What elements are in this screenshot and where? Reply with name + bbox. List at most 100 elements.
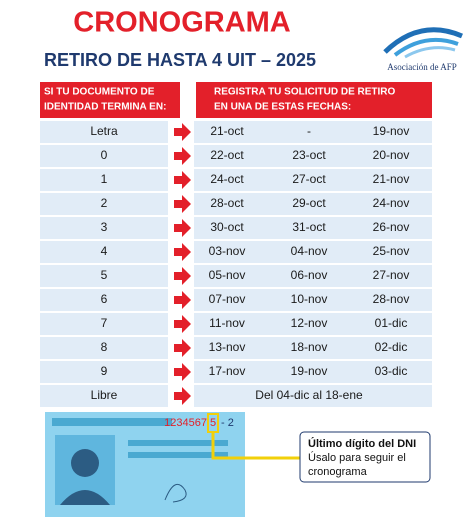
dates-cell	[194, 145, 432, 167]
digit: 5	[101, 268, 108, 282]
table: SI TU DOCUMENTO DE IDENTIDAD TERMINA EN: R…	[40, 87, 432, 407]
logo-arc	[393, 37, 459, 57]
digit: Letra	[90, 124, 118, 138]
dates-cell	[194, 193, 432, 215]
digit-cell	[40, 217, 168, 239]
dates-cell	[194, 337, 432, 359]
date: 28-nov	[373, 292, 410, 306]
digit: 1	[101, 172, 108, 186]
digit-cell	[40, 337, 168, 359]
photo-head	[71, 449, 99, 477]
date: 19-nov	[373, 124, 410, 138]
dates-cell	[194, 385, 432, 407]
digit-cell	[40, 289, 168, 311]
date: 29-oct	[292, 196, 326, 210]
left-header-text: SI TU DOCUMENTO DE	[44, 87, 155, 98]
left-header	[40, 82, 180, 118]
date: 03-dic	[375, 364, 408, 378]
arrow	[174, 243, 191, 261]
date: 10-nov	[291, 292, 328, 306]
date: 02-dic	[375, 340, 408, 354]
digit: 0	[101, 148, 108, 162]
date: 13-nov	[209, 340, 246, 354]
date: 12-nov	[291, 316, 328, 330]
date: 18-nov	[291, 340, 328, 354]
card-number: 1234567	[164, 417, 207, 429]
card-check: - 2	[221, 417, 234, 429]
digit: 3	[101, 220, 108, 234]
date: 01-dic	[375, 316, 408, 330]
date: 31-oct	[292, 220, 326, 234]
left-header-text: IDENTIDAD TERMINA EN:	[44, 102, 166, 113]
logo-arc	[383, 27, 463, 54]
callout-line: cronograma	[308, 466, 368, 478]
callout-title: Último dígito del DNI	[308, 437, 416, 450]
date: 24-oct	[210, 172, 244, 186]
logo-text: Asociación de AFP	[387, 62, 457, 72]
dates-cell	[194, 169, 432, 191]
digit: 6	[101, 292, 108, 306]
date: 07-nov	[209, 292, 246, 306]
dates-cell	[194, 217, 432, 239]
right-header	[196, 82, 432, 118]
digit-cell	[40, 313, 168, 335]
date: 17-nov	[209, 364, 246, 378]
digit-cell	[40, 145, 168, 167]
digit-cell	[40, 265, 168, 287]
dates-cell	[194, 313, 432, 335]
digit: 9	[101, 364, 108, 378]
digit-cell	[40, 121, 168, 143]
date: 23-oct	[292, 148, 326, 162]
dni-card: 1234567 5 - 2	[45, 412, 245, 517]
digit-cell	[40, 361, 168, 383]
digit-cell	[40, 385, 168, 407]
date: 24-nov	[373, 196, 410, 210]
card-line	[128, 440, 228, 446]
logo: Asociación de AFP	[383, 27, 463, 72]
date: 03-nov	[209, 244, 246, 258]
arrow	[174, 195, 191, 213]
right-header-text: REGISTRA TU SOLICITUD DE RETIRO	[214, 87, 396, 98]
arrow	[174, 387, 191, 405]
card-stripe	[52, 418, 172, 426]
date: 11-nov	[209, 316, 245, 330]
date: 26-nov	[373, 220, 410, 234]
date: 21-oct	[210, 124, 244, 138]
arrow	[174, 267, 191, 285]
dates-cell	[194, 121, 432, 143]
dates-cell	[194, 361, 432, 383]
digit: 7	[101, 316, 108, 330]
date: 21-nov	[373, 172, 410, 186]
arrow	[174, 171, 191, 189]
digit: Libre	[91, 388, 118, 402]
signature	[164, 483, 187, 503]
arrow	[174, 123, 191, 141]
arrow	[174, 291, 191, 309]
callout-line: Úsalo para seguir el	[308, 451, 406, 464]
arrow	[174, 315, 191, 333]
photo-body	[60, 490, 110, 505]
arrow	[174, 219, 191, 237]
digit: 8	[101, 340, 108, 354]
arrow	[174, 339, 191, 357]
right-header-text: EN UNA DE ESTAS FECHAS:	[214, 102, 351, 113]
date: 05-nov	[209, 268, 246, 282]
digit-cell	[40, 193, 168, 215]
dates-cell	[194, 289, 432, 311]
date: 28-oct	[210, 196, 244, 210]
arrow	[174, 363, 191, 381]
digit: 4	[101, 244, 108, 258]
card-last-digit: 5	[210, 417, 216, 429]
date: -	[307, 124, 311, 138]
date: 25-nov	[373, 244, 410, 258]
date: Del 04-dic al 18-ene	[255, 388, 363, 402]
connector	[211, 432, 300, 460]
logo-arc	[404, 46, 456, 59]
card-line	[128, 452, 228, 458]
date: 30-oct	[210, 220, 244, 234]
digit-cell	[40, 241, 168, 263]
dates-cell	[194, 241, 432, 263]
subtitle: RETIRO DE HASTA 4 UIT – 2025	[44, 50, 316, 70]
title: CRONOGRAMA	[73, 7, 291, 39]
